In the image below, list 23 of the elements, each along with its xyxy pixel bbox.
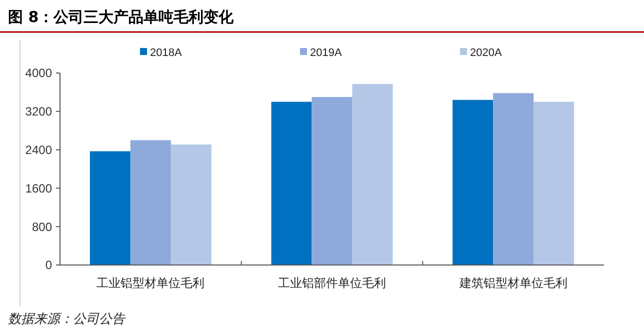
x-tick-label: 工业铝部件单位毛利 [278,276,386,290]
bar [130,140,171,265]
bar [352,84,393,265]
y-tick-label: 800 [32,220,52,234]
chart-title: 图 8：公司三大产品单吨毛利变化 [8,8,235,26]
x-tick-label: 建筑铝型材单位毛利 [458,276,568,290]
y-tick-label: 3200 [25,104,52,119]
bar [271,102,312,265]
bar [90,151,130,265]
bar [170,144,212,265]
y-tick-label: 1600 [25,181,52,196]
legend-label: 2019A [310,46,342,59]
y-tick-label: 4000 [25,66,52,80]
source-note: 数据来源：公司公告 [8,312,126,327]
x-tick-label: 工业铝型材单位毛利 [96,276,205,290]
bar [312,97,352,265]
legend-label: 2020A [470,46,502,59]
y-tick-label: 0 [45,258,52,272]
y-tick-label: 2400 [25,143,52,157]
legend-label: 2018A [150,46,182,59]
bar [534,102,574,265]
bar [452,100,494,265]
bar [493,93,534,265]
